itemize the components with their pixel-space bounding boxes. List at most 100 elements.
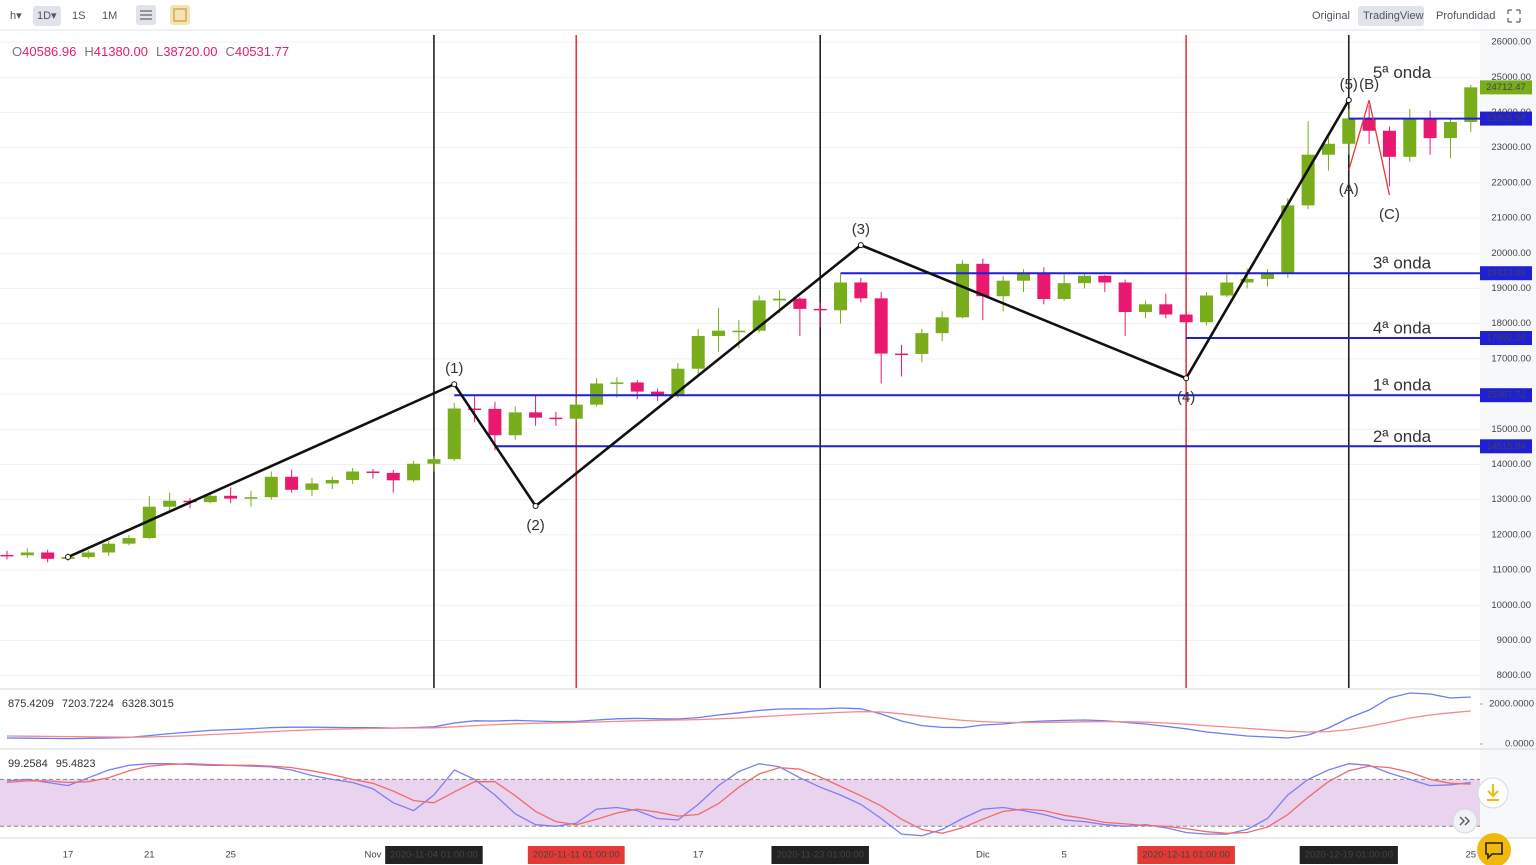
- interval-1m[interactable]: 1M: [102, 10, 117, 22]
- candle-body: [1118, 282, 1132, 313]
- candle-body: [895, 353, 909, 356]
- candle-body: [1382, 130, 1396, 157]
- candle-body: [1443, 121, 1457, 139]
- y-tick-label: 20000.00: [1491, 248, 1531, 259]
- candle-body: [1403, 118, 1417, 157]
- level-name: 3ª onda: [1373, 254, 1432, 273]
- x-tick-label-highlight: 2020-11-23 01:00:00: [776, 850, 864, 861]
- view-original[interactable]: Original: [1312, 10, 1350, 22]
- fullscreen-button[interactable]: [1507, 9, 1521, 23]
- ohlc-value: 40531.77: [235, 44, 289, 59]
- indicator-legend-value: 875.4209: [8, 698, 54, 710]
- indicator-line: [6, 692, 1471, 740]
- chat-button[interactable]: [1477, 833, 1511, 865]
- icon: [173, 8, 187, 22]
- y-tick-label: 8000.00: [1497, 670, 1531, 681]
- candle-body: [366, 471, 380, 474]
- indicator-legend-value: 7203.7224: [62, 698, 114, 710]
- candle-body: [590, 383, 604, 405]
- candle-body: [1098, 275, 1112, 283]
- wave-label: (B): [1359, 76, 1379, 93]
- level-price-tag: [1480, 111, 1532, 126]
- candle-body: [854, 282, 868, 299]
- candle-body: [956, 263, 970, 318]
- candle-body: [712, 330, 726, 336]
- icon: [1459, 816, 1470, 826]
- templates-button[interactable]: [170, 5, 190, 25]
- candle-body: [488, 408, 502, 436]
- wave-label: (4): [1177, 389, 1195, 406]
- x-tick-label: 5: [1062, 850, 1067, 861]
- candle-body: [407, 463, 421, 481]
- wave-label: (A): [1339, 181, 1359, 198]
- candle-body: [1037, 272, 1051, 300]
- ohlc-legend-item: C40531.77: [225, 44, 289, 59]
- indicators-button[interactable]: [136, 5, 156, 25]
- candle-body: [1342, 118, 1356, 144]
- candle-body: [447, 408, 461, 460]
- ohlc-key: C: [225, 44, 234, 59]
- scroll-right-button[interactable]: [1452, 808, 1478, 834]
- candle-body: [1179, 314, 1193, 323]
- level-name: 1ª onda: [1373, 376, 1432, 395]
- indicator-line: [6, 763, 1471, 834]
- y-tick-label: 19000.00: [1491, 283, 1531, 294]
- level-name: 5ª onda: [1373, 63, 1432, 82]
- candle-body: [305, 483, 319, 490]
- y-tick-label: 15000.00: [1491, 424, 1531, 435]
- candle-body: [610, 382, 624, 384]
- last-price-tag: [1480, 80, 1532, 95]
- scroll-to-end-button[interactable]: [1477, 777, 1509, 809]
- wave-point: [1183, 375, 1190, 382]
- view-tradingview[interactable]: TradingView: [1363, 10, 1424, 22]
- ohlc-value: 38720.00: [163, 44, 217, 59]
- candle-body: [1057, 283, 1071, 300]
- level-price-label: 17592.10: [1486, 333, 1526, 344]
- x-tick-label: 17: [693, 850, 704, 861]
- x-tick-label-bg: [385, 846, 483, 864]
- indicator-line: [6, 710, 1471, 738]
- correction-line: [1348, 99, 1391, 196]
- candle-body: [163, 500, 177, 507]
- candle-body: [935, 317, 949, 334]
- candle-body: [285, 476, 299, 490]
- y-tick-label: 13000.00: [1491, 494, 1531, 505]
- candle-body: [81, 552, 95, 558]
- wave-label: (C): [1379, 206, 1400, 223]
- view-depth[interactable]: Profundidad: [1436, 10, 1495, 22]
- candle-body: [1362, 118, 1376, 131]
- candle-body: [1077, 275, 1091, 284]
- level-price-label: 15967.72: [1486, 390, 1526, 401]
- resolution-menu[interactable]: h▾: [10, 10, 22, 22]
- y-tick-label: 10000.00: [1491, 600, 1531, 611]
- wave-label: (5): [1340, 76, 1358, 93]
- icon: [140, 10, 152, 20]
- candle-body: [691, 335, 705, 369]
- x-tick-label-bg: [1299, 846, 1398, 864]
- candle-body: [976, 263, 990, 297]
- level-name: 4ª onda: [1373, 319, 1432, 338]
- wave-label: (3): [852, 221, 870, 238]
- y-tick-label: 25000.00: [1491, 72, 1531, 83]
- level-price-tag: [1480, 439, 1532, 454]
- candle-body: [1260, 273, 1274, 279]
- candle-body: [203, 495, 217, 503]
- candle-body: [651, 391, 665, 396]
- candle-body: [508, 412, 522, 436]
- y-tick-label: 14000.00: [1491, 459, 1531, 470]
- y-tick-label: 23000.00: [1491, 142, 1531, 153]
- candle-body: [427, 459, 441, 464]
- y-tick-label: 21000.00: [1491, 213, 1531, 224]
- ohlc-value: 41380.00: [94, 44, 148, 59]
- active-interval-bg: [33, 6, 61, 26]
- last-price-label: 24712.47: [1486, 82, 1526, 93]
- interval-1d[interactable]: 1D▾: [37, 10, 57, 22]
- candle-body: [549, 417, 563, 420]
- x-tick-label: 21: [144, 850, 155, 861]
- y-tick-label: 9000.00: [1497, 635, 1531, 646]
- candle-body: [1220, 282, 1234, 296]
- indicator-legend-value: 95.4823: [56, 758, 96, 770]
- interval-1s[interactable]: 1S: [72, 10, 85, 22]
